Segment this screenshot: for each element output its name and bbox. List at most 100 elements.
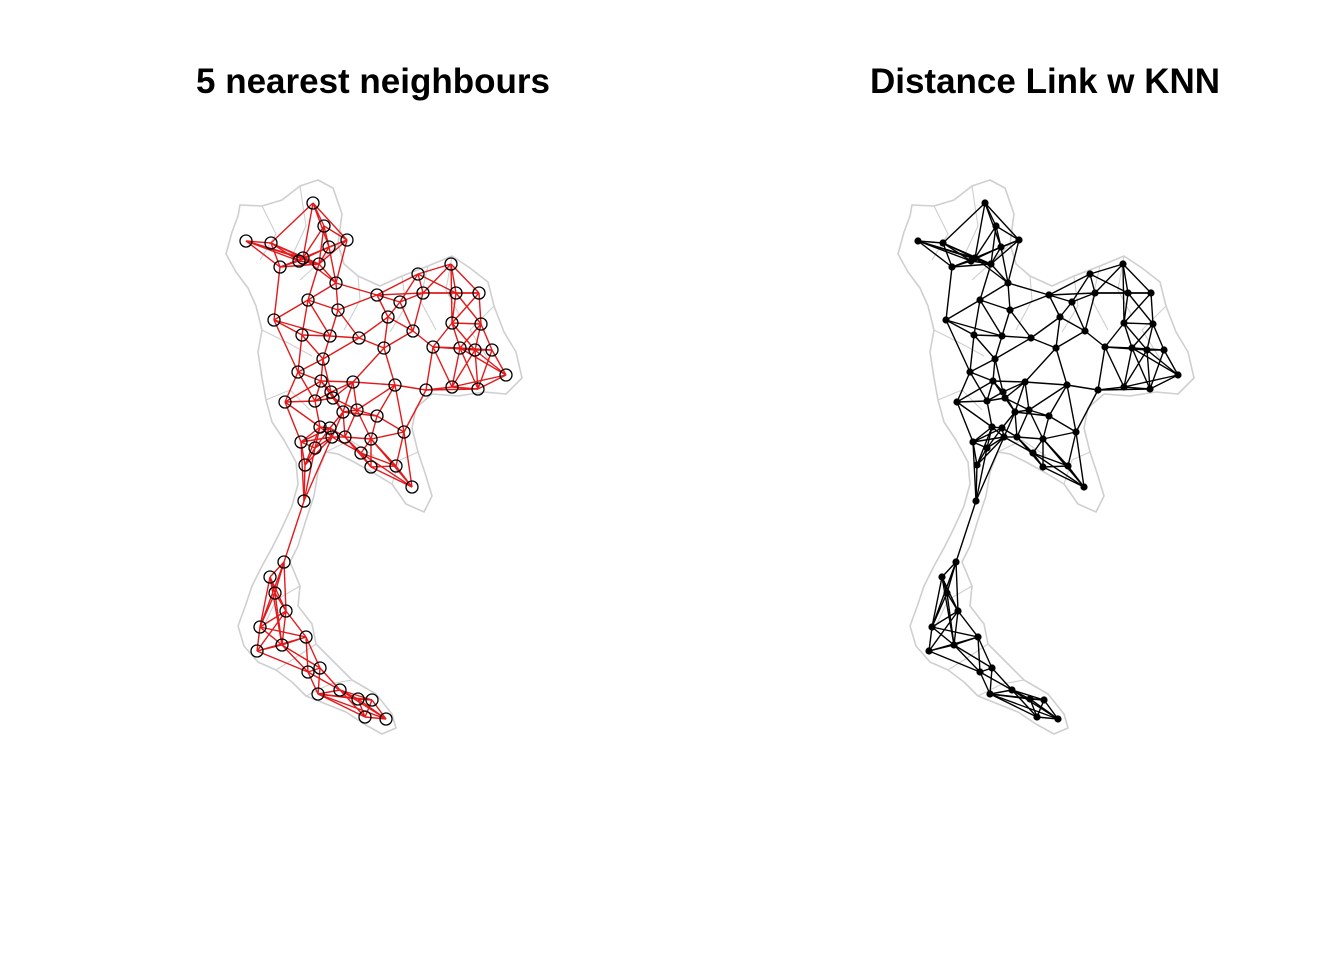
network-node [346, 375, 360, 389]
network-edge [956, 400, 988, 403]
network-edge [979, 299, 1011, 311]
network-edge [425, 346, 434, 391]
network-nodes-knn [239, 196, 513, 726]
network-node [352, 331, 366, 345]
network-edge [972, 441, 977, 502]
network-edge [319, 667, 341, 691]
network-edge [1089, 273, 1129, 294]
network-node [928, 623, 936, 631]
network-node [239, 234, 253, 248]
network-edge [928, 626, 933, 652]
network-edge [332, 397, 344, 413]
network-node [277, 555, 291, 569]
network-node [297, 494, 311, 508]
network-edge [969, 358, 996, 373]
network-node [1068, 298, 1076, 306]
network-edge [976, 436, 1005, 466]
network-node [253, 620, 267, 634]
network-node [468, 343, 482, 357]
network-edge [1123, 322, 1154, 325]
network-edge [412, 330, 434, 348]
network-node [311, 687, 325, 701]
network-node [445, 380, 459, 394]
network-edge [399, 292, 424, 303]
network-edge [917, 240, 953, 268]
network-edge [1122, 263, 1129, 294]
network-edge [990, 263, 1009, 284]
network-edge [387, 301, 401, 318]
network-edge [977, 636, 981, 673]
network-node [1011, 408, 1019, 416]
network-edge [376, 415, 405, 433]
network-node [997, 243, 1005, 251]
network-node [942, 316, 950, 324]
network-edge [1127, 292, 1154, 325]
network-node [370, 409, 384, 423]
network-edge [259, 610, 287, 628]
network-edge [1104, 322, 1125, 348]
network-edge [403, 431, 413, 488]
network-node [322, 240, 336, 254]
network-edge [335, 239, 348, 284]
network-edge [1055, 330, 1086, 349]
network-edge [972, 426, 993, 443]
network-node [275, 638, 289, 652]
network-edge [953, 610, 959, 646]
network-edge [273, 266, 281, 321]
network-edge [1042, 438, 1085, 488]
network-edge [990, 239, 1020, 265]
network-edge [1055, 347, 1068, 386]
network-edge [256, 626, 261, 652]
network-edge [1024, 347, 1057, 383]
network-edge [1071, 273, 1091, 303]
network-node [1029, 449, 1037, 457]
network-edge [1003, 411, 1016, 438]
network-edge [1048, 294, 1061, 318]
panel-distance-link: Distance Link w KNN [870, 62, 1220, 735]
network-node [331, 303, 345, 317]
network-edge [297, 358, 324, 373]
network-edge [1004, 381, 1026, 399]
network-edge [360, 438, 372, 454]
network-node [411, 267, 425, 281]
network-node [291, 365, 305, 379]
network-node [1033, 713, 1041, 721]
network-edge [314, 380, 322, 402]
province-boundary [275, 643, 317, 671]
network-node [1026, 695, 1034, 703]
network-node [405, 480, 419, 494]
network-edge [399, 301, 414, 332]
network-edge [301, 334, 324, 360]
network-node [1091, 289, 1099, 297]
network-edge [451, 349, 476, 388]
network-edge [1042, 415, 1050, 440]
network-edge [1048, 294, 1073, 303]
network-node [306, 196, 320, 210]
network-edge [928, 650, 981, 673]
network-edge [302, 202, 314, 259]
network-node [351, 692, 365, 706]
network-edge [1059, 316, 1086, 332]
network-node [1094, 386, 1102, 394]
network-edge [931, 626, 979, 638]
network-node [952, 558, 960, 566]
network-edge [956, 371, 971, 403]
network-edge [403, 389, 427, 433]
network-node [1120, 319, 1128, 327]
network-edge [301, 334, 331, 337]
network-edge [1016, 409, 1030, 438]
network-edge [318, 246, 330, 265]
network-node [972, 497, 980, 505]
network-node [1021, 378, 1029, 386]
network-node [989, 377, 997, 385]
network-edge [1011, 689, 1038, 718]
network-edge [314, 400, 321, 428]
network-node [1013, 433, 1021, 441]
network-node [1128, 344, 1136, 352]
network-edge [329, 309, 339, 337]
network-edge [422, 263, 452, 294]
network-edge [273, 319, 303, 336]
network-node [966, 368, 974, 376]
network-edge [969, 371, 994, 382]
